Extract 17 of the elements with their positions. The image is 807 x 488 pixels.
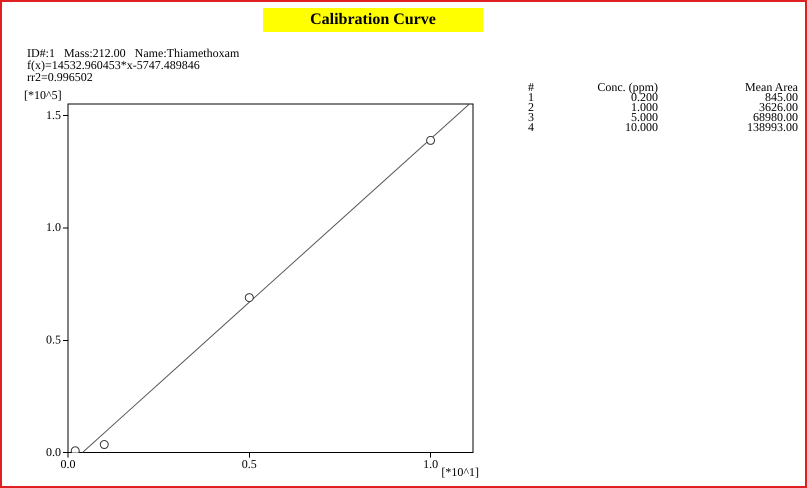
point <box>70 446 80 453</box>
x-tick-label: 0.5 <box>242 456 257 471</box>
text: ID#:1 Mass:212.00 Name:Thiamethoxam <box>27 46 240 60</box>
text: f(x)=14532.960453*x-5747.489846 <box>27 58 201 72</box>
point <box>100 440 109 450</box>
text: rr2=0.996502 <box>27 70 93 84</box>
x-tick-label: 1.0 <box>423 456 438 471</box>
y-tick-label: 0.5 <box>46 332 61 346</box>
x-axis-title: [*10^1] <box>441 464 479 479</box>
point <box>426 136 436 145</box>
y-tick-label: 1.0 <box>46 220 61 234</box>
y-axis-title: [*10^5] <box>24 88 62 102</box>
point <box>244 293 254 302</box>
chart-title: Calibration Curve <box>263 8 483 32</box>
y-tick-label: 0.0 <box>46 444 61 459</box>
y-tick-label: 1.5 <box>46 108 61 122</box>
x-tick-label: 0.0 <box>60 456 76 471</box>
